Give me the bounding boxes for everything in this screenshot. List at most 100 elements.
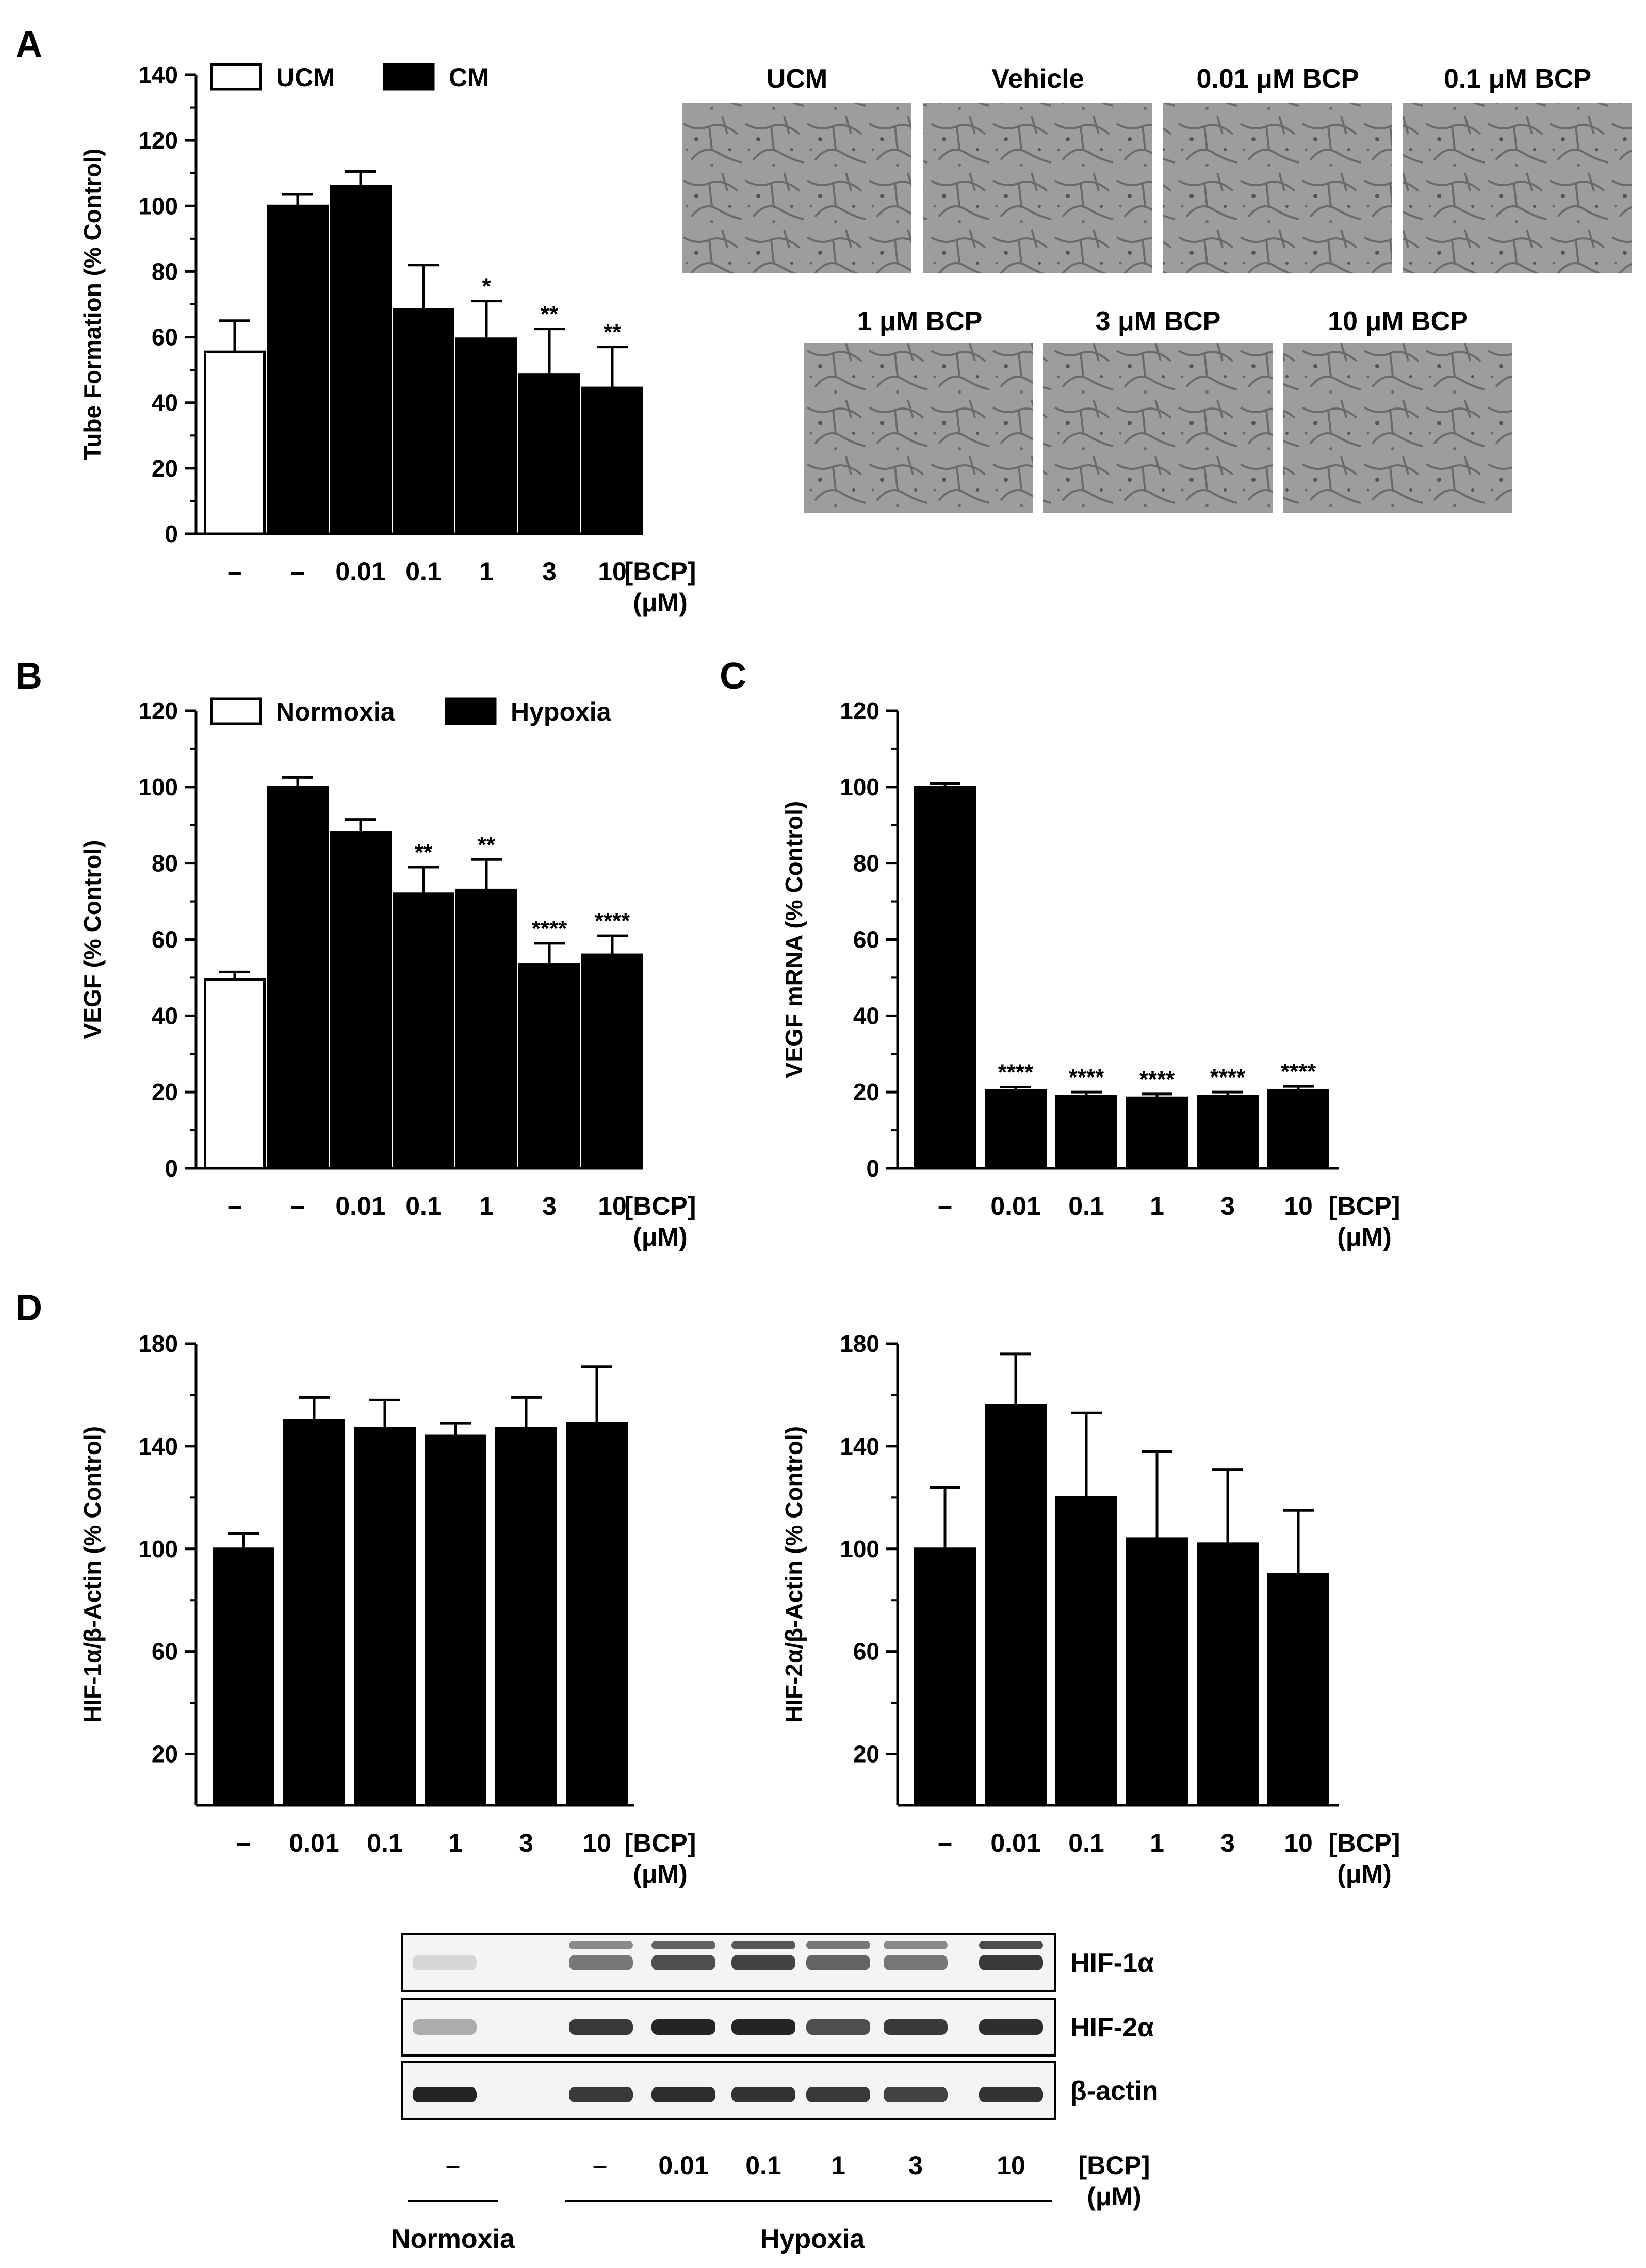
chart-vegf-protein: 0 20 40 60 80 100 120 VEGF (% Control) – – 0.01 ** 0… (79, 697, 696, 1251)
y-tick-label: 60 (853, 1638, 879, 1665)
y-tick-label: 80 (853, 850, 879, 877)
y-tick-label: 20 (152, 1079, 178, 1105)
bar (1126, 1537, 1188, 1807)
x-tick-label: – (227, 1192, 242, 1220)
blot-band (651, 1941, 715, 1949)
x-tick-label: 3 (542, 1192, 557, 1220)
panel-letter-c: C (720, 656, 746, 697)
x-tick-label: 3 (519, 1829, 533, 1857)
bar (204, 978, 266, 1170)
y-tick-label: 60 (152, 926, 178, 953)
blot-band (884, 1955, 948, 1970)
bar (267, 786, 329, 1170)
micrograph-vehicle (923, 103, 1152, 273)
x-tick-label: 0.01 (335, 557, 385, 586)
significance-label: **** (595, 908, 630, 934)
blot-band (413, 2019, 477, 2035)
bar (455, 337, 517, 535)
significance-label: ** (541, 302, 559, 327)
micrograph-3 (1043, 343, 1273, 513)
x-tick-label: – (290, 557, 305, 586)
blot-band (806, 2087, 870, 2102)
chart-hif2a: 20 60 100 140 180 HIF-2α/β-Actin (% Control) –… (780, 1330, 1400, 1888)
y-tick-label: 80 (152, 258, 178, 285)
y-tick-label: 20 (853, 1741, 879, 1768)
blot-band (651, 2087, 715, 2102)
x-tick-label: – (290, 1192, 305, 1220)
legend-label: CM (449, 63, 489, 92)
chart-hif1a: 20 60 100 140 180 HIF-1α/β-Actin (% Control) –… (79, 1330, 696, 1888)
micrograph-title-001: 0.01 μM BCP (1196, 64, 1359, 94)
x-tick-label: 10 (1284, 1192, 1313, 1220)
x-unit-label: [BCP] (1329, 1192, 1400, 1220)
y-tick-label: 0 (866, 1155, 879, 1182)
y-tick-label: 60 (152, 324, 178, 351)
y-tick-label: 120 (840, 697, 879, 724)
bar (1197, 1095, 1259, 1170)
x-unit-label: (μM) (633, 1222, 688, 1251)
y-tick-label: 120 (138, 697, 178, 724)
legend-label: UCM (276, 63, 335, 92)
panel-letter-b: B (15, 656, 42, 697)
y-tick-label: 0 (165, 1155, 178, 1182)
blot-lane-label: 3 (908, 2151, 923, 2180)
bar (393, 308, 454, 535)
x-tick-label: 0.1 (1068, 1829, 1104, 1857)
blot-row-label: HIF-1α (1070, 1948, 1154, 1978)
y-tick-label: 100 (138, 192, 178, 219)
y-tick-label: 0 (165, 520, 178, 547)
blot-strip (401, 1998, 1056, 2057)
panel-letter-a: A (15, 24, 42, 65)
bar (354, 1427, 416, 1807)
blot-band (731, 2019, 795, 2035)
x-tick-label: 0.01 (289, 1829, 339, 1857)
legend-swatch (210, 63, 262, 91)
bar (455, 888, 517, 1170)
blot-band (979, 1941, 1043, 1949)
micrograph-10 (1283, 343, 1512, 513)
blot-lane-label: 10 (997, 2151, 1025, 2180)
y-tick-label: 100 (138, 774, 178, 801)
group-label-normoxia: Normoxia (391, 2224, 515, 2254)
bar (330, 185, 392, 535)
blot-band (569, 1955, 633, 1970)
bar (283, 1419, 345, 1807)
bar (1126, 1096, 1188, 1170)
micrograph-title-ucm: UCM (767, 64, 827, 94)
x-tick-label: 1 (479, 557, 494, 586)
x-tick-label: 0.01 (335, 1192, 385, 1220)
micrograph-1 (804, 343, 1033, 513)
x-tick-label: – (236, 1829, 251, 1857)
x-tick-label: 0.1 (1068, 1192, 1104, 1220)
micrograph-title-1: 1 μM BCP (857, 306, 983, 336)
x-tick-label: 10 (598, 557, 627, 586)
x-tick-label: 10 (582, 1829, 611, 1857)
blot-band (651, 2019, 715, 2035)
legend-swatch (445, 697, 497, 725)
blot-band (731, 1955, 795, 1970)
blot-band (884, 1941, 948, 1949)
bar (213, 1547, 274, 1807)
blot-band (979, 2087, 1043, 2102)
x-tick-label: 0.1 (367, 1829, 403, 1857)
x-tick-label: 0.01 (990, 1829, 1040, 1857)
bar (518, 963, 580, 1170)
significance-label: ** (604, 320, 622, 345)
significance-label: * (482, 274, 491, 299)
y-tick-label: 40 (853, 1002, 879, 1029)
bar (1267, 1573, 1329, 1807)
blot-band (569, 1941, 633, 1949)
blot-lane-label: – (593, 2151, 607, 2180)
y-axis-title: Tube Formation (% Control) (79, 149, 106, 461)
micrograph-title-01: 0.1 μM BCP (1444, 64, 1591, 94)
micrograph-001 (1163, 103, 1392, 273)
y-axis-title: VEGF (% Control) (79, 840, 106, 1039)
y-tick-label: 100 (840, 1536, 879, 1562)
x-unit-label: [BCP] (625, 1829, 696, 1857)
y-tick-label: 20 (152, 455, 178, 482)
y-tick-label: 40 (152, 1002, 178, 1029)
blot-band (651, 1955, 715, 1970)
blot-band (413, 1955, 477, 1970)
x-tick-label: 0.01 (990, 1192, 1040, 1220)
